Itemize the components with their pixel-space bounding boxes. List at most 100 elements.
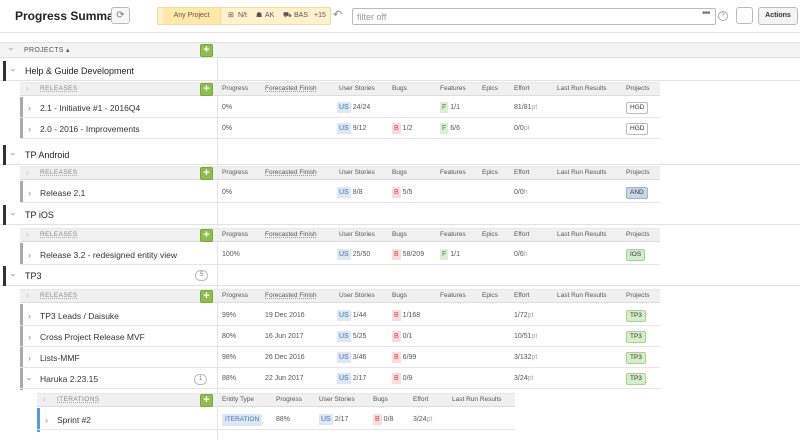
release-name[interactable]: Release 3.2 - redesigned entity view <box>40 250 178 260</box>
col-bugs[interactable]: Bugs <box>392 169 407 176</box>
project-row[interactable]: › Help & Guide Development <box>0 61 800 81</box>
undo-icon[interactable]: ↶ <box>333 9 343 21</box>
collapse-all-icon[interactable]: › <box>6 47 17 51</box>
col-bugs[interactable]: Bugs <box>392 292 407 299</box>
col-epics[interactable]: Epics <box>482 169 498 176</box>
col-projects[interactable]: Projects <box>626 85 650 92</box>
view-options-button[interactable] <box>736 7 753 24</box>
col-last-run[interactable]: Last Run Results <box>557 292 607 299</box>
col-epics[interactable]: Epics <box>482 231 498 238</box>
expand-chevron-icon[interactable]: › <box>28 124 31 134</box>
project-badge[interactable]: TP3 <box>626 310 646 322</box>
col-epics[interactable]: Epics <box>482 292 498 299</box>
col-effort[interactable]: Effort <box>413 396 429 403</box>
project-badge[interactable]: AND <box>626 187 648 199</box>
col-projects[interactable]: Projects <box>626 231 650 238</box>
col-user-stories[interactable]: User Stories <box>339 231 375 238</box>
col-effort[interactable]: Effort <box>514 85 530 92</box>
col-last-run[interactable]: Last Run Results <box>557 231 607 238</box>
expand-chevron-icon[interactable]: › <box>28 188 31 198</box>
expand-chevron-icon[interactable]: › <box>28 353 31 363</box>
col-forecast[interactable]: Forecasted Finish <box>265 85 317 92</box>
release-name[interactable]: Lists-MMF <box>40 353 80 363</box>
releases-label[interactable]: RELEASES <box>40 169 78 176</box>
release-name[interactable]: TP3 Leads / Daisuke <box>40 311 119 321</box>
col-forecast[interactable]: Forecasted Finish <box>265 231 317 238</box>
release-row[interactable]: › Cross Project Release MVF 80% 16 Jun 2… <box>20 327 660 347</box>
project-badge[interactable]: TP3 <box>626 331 646 343</box>
release-name[interactable]: 2.1 - Initiative #1 - 2016Q4 <box>40 103 141 113</box>
col-bugs[interactable]: Bugs <box>392 85 407 92</box>
project-row[interactable]: › TP3 5 <box>0 266 800 286</box>
release-name[interactable]: 2.0 - 2016 - Improvements <box>40 124 140 134</box>
filter-input[interactable] <box>352 8 716 25</box>
col-last-run[interactable]: Last Run Results <box>557 169 607 176</box>
iteration-name[interactable]: Sprint #2 <box>57 415 92 425</box>
col-features[interactable]: Features <box>440 169 466 176</box>
col-projects[interactable]: Projects <box>626 292 650 299</box>
projects-column-label[interactable]: PROJECTS ▴ <box>24 47 70 54</box>
expand-chevron-icon[interactable]: › <box>45 415 48 425</box>
release-name[interactable]: Haruka 2.23.15 <box>40 374 99 384</box>
project-badge[interactable]: TP3 <box>626 352 646 364</box>
col-last-run[interactable]: Last Run Results <box>452 396 502 403</box>
help-icon[interactable]: ? <box>718 11 728 21</box>
expand-chevron-icon[interactable]: › <box>8 273 19 277</box>
col-bugs[interactable]: Bugs <box>373 396 388 403</box>
project-row[interactable]: › TP Android <box>0 145 800 165</box>
col-forecast[interactable]: Forecasted Finish <box>265 292 317 299</box>
col-progress[interactable]: Progress <box>222 292 249 299</box>
project-badge[interactable]: IOS <box>626 249 646 261</box>
release-row[interactable]: › Release 2.1 0% US 8/8 B 5/5 0/0h AND <box>20 183 660 203</box>
col-progress[interactable]: Progress <box>276 396 303 403</box>
add-project-button[interactable]: + <box>200 44 213 57</box>
expand-chevron-icon[interactable]: › <box>8 212 19 216</box>
col-effort[interactable]: Effort <box>514 169 530 176</box>
project-row[interactable]: › TP iOS <box>0 205 800 225</box>
context-selector[interactable]: Any Project ⊞ N/t ☗ AK ⛟ BAS +15 <box>157 7 331 25</box>
collapse-chevron-icon[interactable]: › <box>24 377 35 381</box>
col-epics[interactable]: Epics <box>482 85 498 92</box>
col-bugs[interactable]: Bugs <box>392 231 407 238</box>
more-options-icon[interactable]: ••• <box>702 8 710 19</box>
col-effort[interactable]: Effort <box>514 292 530 299</box>
project-badge[interactable]: HGD <box>626 123 649 135</box>
col-user-stories[interactable]: User Stories <box>319 396 355 403</box>
col-user-stories[interactable]: User Stories <box>339 292 375 299</box>
releases-label[interactable]: RELEASES <box>40 231 78 238</box>
iterations-label[interactable]: ITERATIONS <box>57 396 100 403</box>
refresh-button[interactable]: ⟳ <box>111 7 130 24</box>
release-row[interactable]: › Lists-MMF 98% 26 Dec 2016 US 3/46 B 6/99… <box>20 348 660 368</box>
add-iteration-button[interactable]: + <box>200 394 213 407</box>
col-features[interactable]: Features <box>440 292 466 299</box>
col-projects[interactable]: Projects <box>626 169 650 176</box>
col-progress[interactable]: Progress <box>222 169 249 176</box>
release-row[interactable]: › Release 3.2 - redesigned entity view 1… <box>20 245 660 265</box>
expand-chevron-icon[interactable]: › <box>28 250 31 260</box>
col-features[interactable]: Features <box>440 231 466 238</box>
col-forecast[interactable]: Forecasted Finish <box>265 169 317 176</box>
actions-button[interactable]: Actions <box>758 7 798 25</box>
col-user-stories[interactable]: User Stories <box>339 169 375 176</box>
add-release-button[interactable]: + <box>200 229 213 242</box>
release-row[interactable]: › 2.1 - Initiative #1 - 2016Q4 0% US 24/2… <box>20 98 660 118</box>
release-row[interactable]: › Haruka 2.23.15 1 88% 22 Jun 2017 US 2/1… <box>20 369 660 389</box>
release-name[interactable]: Release 2.1 <box>40 188 86 198</box>
col-features[interactable]: Features <box>440 85 466 92</box>
releases-label[interactable]: RELEASES <box>40 85 78 92</box>
col-user-stories[interactable]: User Stories <box>339 85 375 92</box>
col-progress[interactable]: Progress <box>222 231 249 238</box>
col-last-run[interactable]: Last Run Results <box>557 85 607 92</box>
col-progress[interactable]: Progress <box>222 85 249 92</box>
expand-chevron-icon[interactable]: › <box>8 152 19 156</box>
releases-label[interactable]: RELEASES <box>40 292 78 299</box>
release-name[interactable]: Cross Project Release MVF <box>40 332 145 342</box>
col-effort[interactable]: Effort <box>514 231 530 238</box>
project-badge[interactable]: HGD <box>626 102 649 114</box>
add-release-button[interactable]: + <box>200 167 213 180</box>
add-release-button[interactable]: + <box>200 290 213 303</box>
expand-chevron-icon[interactable]: › <box>28 103 31 113</box>
release-row[interactable]: › TP3 Leads / Daisuke 99% 19 Dec 2016 US… <box>20 306 660 326</box>
add-release-button[interactable]: + <box>200 83 213 96</box>
